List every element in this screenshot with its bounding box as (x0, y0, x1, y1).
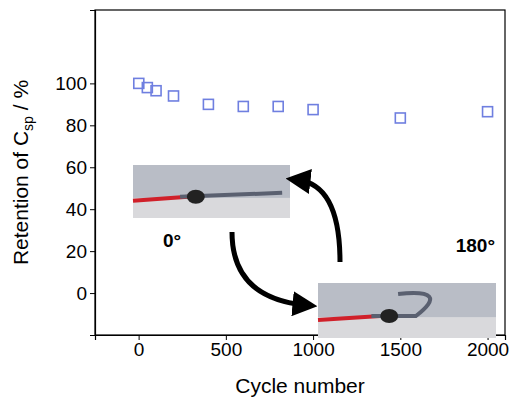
photo-wire (133, 197, 188, 201)
point (169, 91, 179, 101)
photo-bg (133, 165, 290, 218)
arrow (232, 232, 305, 305)
inset-photo (318, 283, 496, 338)
point (395, 113, 405, 123)
x-tick: 500 (210, 335, 242, 360)
point (273, 101, 283, 111)
y-axis-line (90, 11, 96, 336)
y-tick-mark (90, 83, 95, 84)
y-axis-title-part: / % (9, 80, 32, 116)
y-tick-label: 80 (66, 115, 87, 136)
photo-bg (318, 283, 496, 338)
arrow (298, 180, 340, 262)
y-tick-mark (90, 167, 95, 168)
y-tick: 60 (66, 157, 95, 178)
point (483, 107, 493, 117)
x-tick-label: 0 (134, 339, 145, 360)
point (238, 101, 248, 111)
y-tick-label: 20 (66, 241, 87, 262)
photo-device (371, 293, 430, 316)
y-tick: 0 (76, 283, 95, 304)
x-tick: 0 (134, 335, 145, 360)
x-tick: 1500 (380, 335, 422, 360)
x-tick-label: 1500 (380, 339, 422, 360)
point (203, 99, 213, 109)
x-tick-label: 1000 (292, 339, 334, 360)
photo-clip (187, 190, 205, 204)
y-tick-label: 60 (66, 157, 87, 178)
y-tick-label: 40 (66, 199, 87, 220)
annotation: 0° (163, 230, 181, 251)
y-tick-mark (90, 209, 95, 210)
point (151, 86, 161, 96)
y-tick-label: 100 (55, 73, 87, 94)
inset-photo (133, 165, 290, 218)
y-axis-title-part: Retention of C (9, 131, 32, 265)
annotation: 180° (456, 235, 495, 256)
y-axis-title: Retention of Csp / % (9, 80, 36, 265)
x-axis-title: Cycle number (235, 374, 365, 397)
y-tick-mark (90, 125, 95, 126)
y-tick: 40 (66, 199, 95, 220)
y-tick-mark (90, 251, 95, 252)
point (308, 105, 318, 115)
x-tick-label: 2000 (467, 339, 509, 360)
cycle-arrows (232, 180, 340, 305)
photo-clip (380, 309, 398, 323)
y-axis: 0 20 40 60 80 100 (55, 11, 95, 336)
y-tick: 20 (66, 241, 95, 262)
y-tick: 80 (66, 115, 95, 136)
y-tick-label: 0 (76, 283, 87, 304)
y-axis-title-part: sp (20, 116, 36, 131)
x-axis: 0 500 1000 1500 2000 (96, 335, 510, 360)
y-tick-mark (90, 293, 95, 294)
points (134, 78, 493, 123)
x-tick: 1000 (292, 335, 334, 360)
chart: 0 500 1000 1500 2000 0 20 40 60 80 100 Cycle number… (0, 0, 514, 401)
y-tick: 100 (55, 73, 95, 94)
photo-wire (318, 316, 380, 320)
x-tick-label: 500 (210, 339, 242, 360)
x-tick: 2000 (467, 335, 509, 360)
